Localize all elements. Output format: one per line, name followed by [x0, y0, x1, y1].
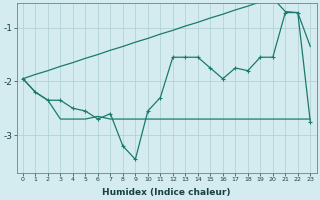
X-axis label: Humidex (Indice chaleur): Humidex (Indice chaleur) [102, 188, 231, 197]
